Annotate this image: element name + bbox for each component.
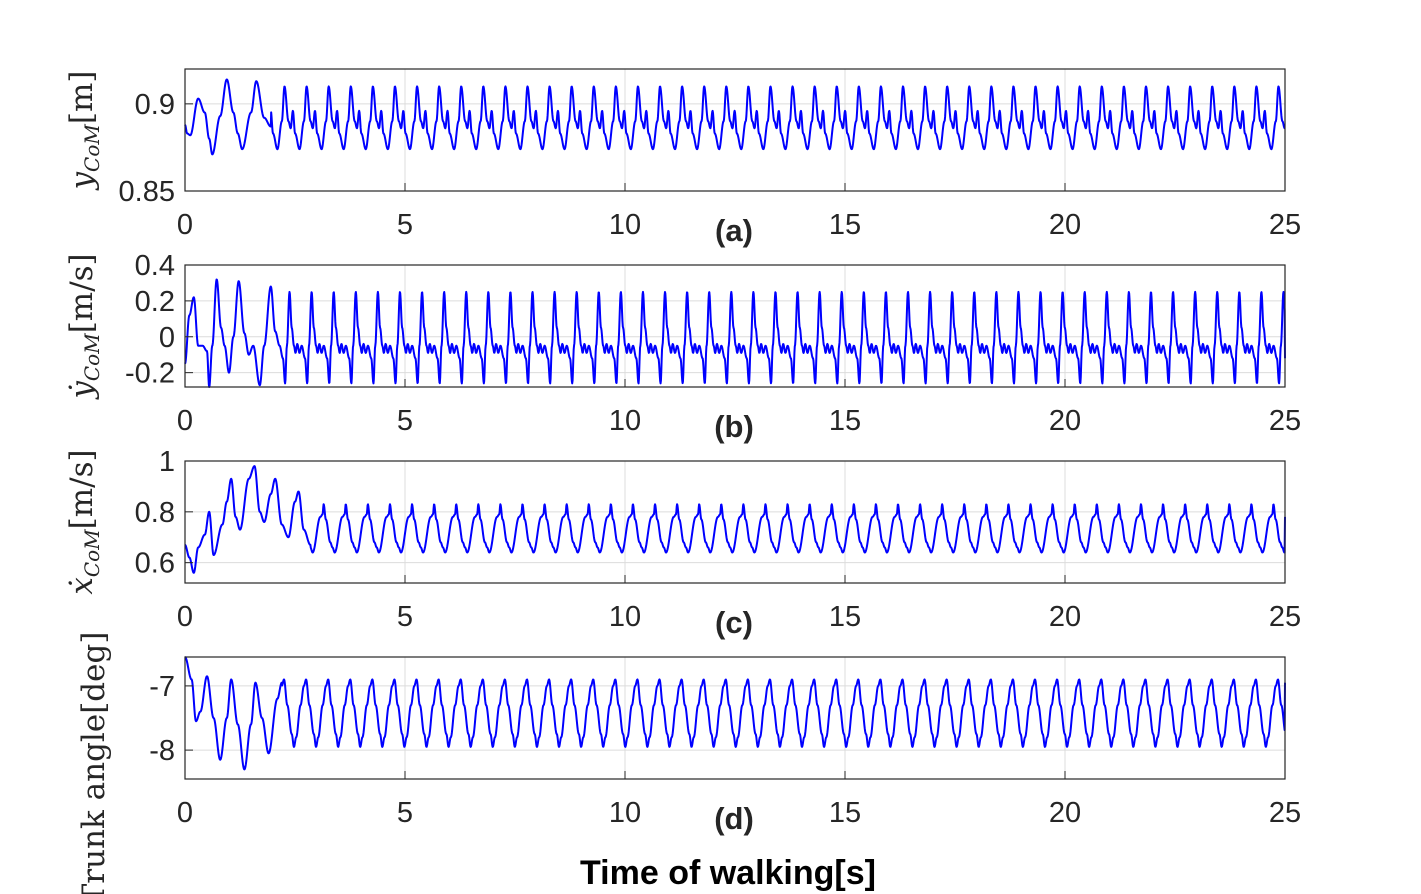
series-line: [184, 78, 1286, 156]
y-tick-label: 0.8: [135, 497, 175, 529]
x-tick-label: 25: [1269, 601, 1301, 633]
panel-d: 0 5 10 15 20 25 -8 -7 (d) Trunk angle[deg]: [76, 632, 1301, 894]
panel-label: (d): [714, 801, 754, 836]
x-tick-label: 15: [829, 405, 861, 437]
plot-frame: [184, 460, 1286, 584]
x-tick-label: 10: [609, 209, 641, 241]
x-axis-label: Time of walking[s]: [580, 854, 876, 892]
series-line: [184, 278, 1286, 388]
series-line: [184, 656, 1286, 771]
x-tick-label: 20: [1049, 601, 1081, 633]
series-line: [184, 465, 1286, 574]
y-axis-label: ẏCoM[m/s]: [64, 253, 104, 400]
x-tick-label: 0: [177, 405, 193, 437]
x-tick-label: 0: [177, 797, 193, 829]
y-tick-label: 1: [159, 446, 175, 478]
x-tick-label: 0: [177, 601, 193, 633]
y-tick-label: 0.2: [135, 286, 175, 318]
x-tick-label: 20: [1049, 797, 1081, 829]
x-tick-label: 5: [397, 405, 413, 437]
y-tick-label: -7: [149, 671, 175, 703]
x-tick-label: 5: [397, 601, 413, 633]
x-tick-label: 5: [397, 209, 413, 241]
y-tick-label: 0.4: [135, 250, 175, 282]
y-tick-label: -8: [149, 735, 175, 767]
x-tick-label: 0: [177, 209, 193, 241]
panel-label: (c): [715, 605, 753, 640]
plot-frame: [184, 264, 1286, 388]
x-tick-label: 25: [1269, 797, 1301, 829]
y-tick-label: 0.85: [119, 176, 175, 208]
y-axis-label: yCoM[m]: [64, 71, 104, 192]
panel-a: 0 5 10 15 20 25 0.85 0.9 (a) yCoM[m]: [64, 68, 1301, 248]
x-tick-label: 25: [1269, 209, 1301, 241]
x-tick-label: 15: [829, 797, 861, 829]
x-tick-label: 10: [609, 797, 641, 829]
y-tick-label: 0.6: [135, 548, 175, 580]
x-tick-label: 10: [609, 405, 641, 437]
x-tick-label: 15: [829, 209, 861, 241]
x-tick-label: 10: [609, 601, 641, 633]
x-tick-label: 20: [1049, 405, 1081, 437]
panel-label: (b): [714, 409, 754, 444]
y-axis-label: Trunk angle[deg]: [76, 632, 112, 894]
plot-frame: [184, 68, 1286, 192]
y-tick-label: 0.9: [135, 89, 175, 121]
x-tick-label: 25: [1269, 405, 1301, 437]
panel-c: 0 5 10 15 20 25 0.6 0.8 1 (c) ẋCoM[m/s]: [64, 446, 1301, 640]
panel-label: (a): [715, 213, 753, 248]
y-axis-label: ẋCoM[m/s]: [64, 449, 104, 594]
x-tick-label: 15: [829, 601, 861, 633]
panel-b: 0 5 10 15 20 25-0.200.20.4(b)ẏCoM[m/s]: [64, 250, 1301, 444]
x-tick-label: 20: [1049, 209, 1081, 241]
y-tick-label: 0: [159, 322, 175, 354]
y-tick-label: -0.2: [125, 358, 175, 390]
plot-frame: [184, 656, 1286, 780]
x-tick-label: 5: [397, 797, 413, 829]
